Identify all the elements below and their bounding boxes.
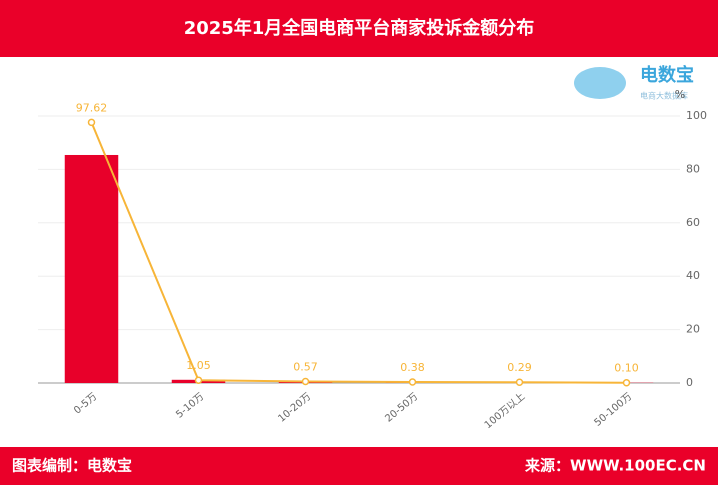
y-tick-label: 100 xyxy=(686,109,707,122)
footer-left: 图表编制：电数宝 xyxy=(12,457,132,475)
x-tick-label: 0-5万 xyxy=(72,391,99,416)
y-tick-label: 20 xyxy=(686,323,700,336)
footer-right: 来源：WWW.100EC.CN xyxy=(524,457,706,475)
logo-tagline: 电商大数据库 xyxy=(640,91,688,101)
logo-cloud xyxy=(574,67,626,99)
line xyxy=(90,121,627,384)
footer-bar xyxy=(0,447,718,485)
data-label: 0.10 xyxy=(614,362,639,375)
y-tick-label: 80 xyxy=(686,162,700,175)
line-point xyxy=(515,378,524,386)
line-point xyxy=(622,378,631,387)
line-point xyxy=(408,378,417,386)
data-label: 1.05 xyxy=(186,359,211,372)
y-unit: % xyxy=(675,88,685,101)
data-label: 97.62 xyxy=(76,101,108,114)
line-point xyxy=(194,376,203,384)
x-tick-label: 20-50万 xyxy=(383,391,420,425)
x-tick-label: 50-100万 xyxy=(592,391,634,429)
x-tick-label: 5-10万 xyxy=(174,391,206,420)
y-tick-label: 0 xyxy=(686,376,693,389)
data-label: 0.38 xyxy=(400,361,425,374)
header-bar xyxy=(0,0,718,57)
x-tick-label: 100万以上 xyxy=(482,390,527,431)
y-tick-label: 40 xyxy=(686,269,700,282)
bar xyxy=(64,154,119,383)
data-label: 0.29 xyxy=(507,361,532,374)
chart-title: 2025年1月全国电商平台商家投诉金额分布 xyxy=(184,17,535,39)
line-point xyxy=(87,118,96,127)
line-point xyxy=(301,377,310,386)
y-tick-label: 60 xyxy=(686,216,700,229)
logo-name: 电数宝 xyxy=(640,64,694,86)
x-tick-label: 10-20万 xyxy=(276,391,313,425)
data-label: 0.57 xyxy=(293,360,318,373)
